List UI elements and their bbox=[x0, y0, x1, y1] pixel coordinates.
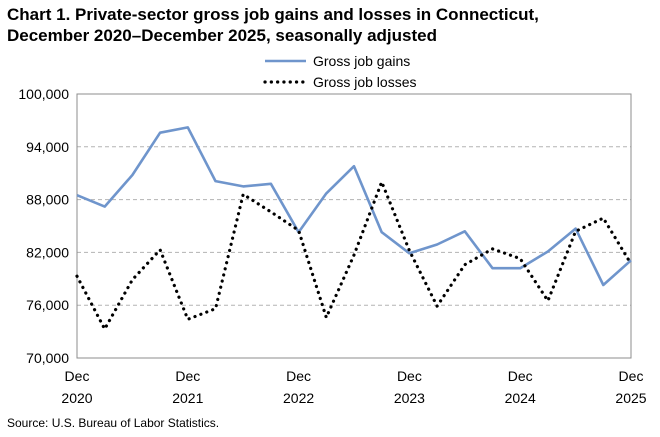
x-tick-label-year: 2025 bbox=[615, 390, 646, 406]
y-tick-label: 100,000 bbox=[18, 86, 69, 102]
legend-label: Gross job gains bbox=[313, 53, 410, 69]
x-tick-label-month: Dec bbox=[65, 368, 90, 384]
source-note: Source: U.S. Bureau of Labor Statistics. bbox=[7, 416, 220, 430]
x-axis-tick-labels: Dec 2020 Dec 2021 Dec 2022 Dec 2023 Dec 2024 Dec 20… bbox=[61, 368, 646, 406]
y-tick-label: 76,000 bbox=[26, 297, 69, 313]
series-line-gross-job-losses bbox=[75, 180, 633, 331]
x-tick-label-month: Dec bbox=[619, 368, 644, 384]
legend-label: Gross job losses bbox=[313, 74, 416, 90]
series-line-gross-job-gains bbox=[76, 126, 632, 287]
x-tick-label-month: Dec bbox=[286, 368, 311, 384]
y-tick-label: 70,000 bbox=[26, 350, 69, 366]
chart-title: Chart 1. Private-sector gross job gains … bbox=[7, 4, 647, 46]
x-tick-label-year: 2023 bbox=[394, 390, 425, 406]
legend: Gross job gains Gross job losses bbox=[263, 53, 416, 90]
x-tick-label-year: 2021 bbox=[172, 390, 203, 406]
x-tick-label-month: Dec bbox=[508, 368, 533, 384]
series-lines bbox=[75, 126, 633, 331]
x-tick-label-year: 2022 bbox=[283, 390, 314, 406]
x-tick-label-year: 2020 bbox=[61, 390, 92, 406]
x-tick-label-month: Dec bbox=[397, 368, 422, 384]
y-axis-tick-labels: 70,000 76,000 82,000 88,000 94,000 100,000 bbox=[18, 86, 69, 366]
chart-title-line-1: Chart 1. Private-sector gross job gains … bbox=[7, 5, 539, 24]
x-tick-label-year: 2024 bbox=[505, 390, 536, 406]
x-tick-label-month: Dec bbox=[175, 368, 200, 384]
y-tick-label: 88,000 bbox=[26, 192, 69, 208]
y-tick-label: 94,000 bbox=[26, 139, 69, 155]
plot-area-frame bbox=[76, 93, 632, 359]
gridlines bbox=[77, 146, 631, 306]
chart-title-line-2: December 2020–December 2025, seasonally … bbox=[7, 26, 437, 45]
y-tick-label: 82,000 bbox=[26, 244, 69, 260]
